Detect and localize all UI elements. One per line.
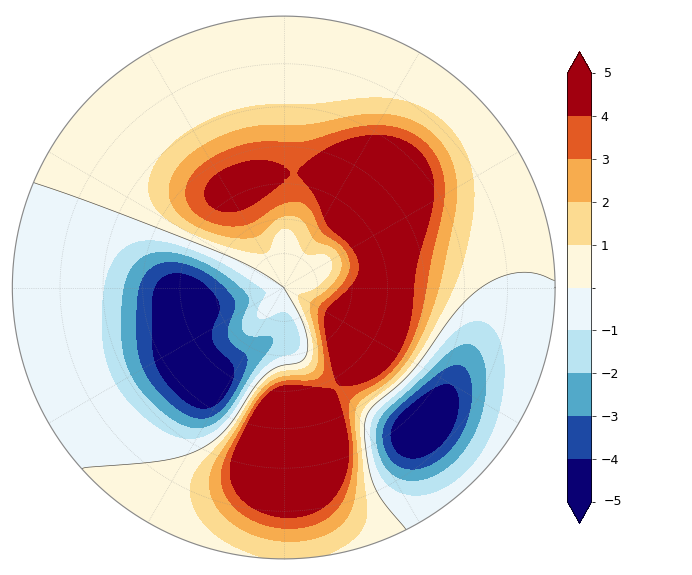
Point bbox=[278, 283, 289, 292]
Point bbox=[278, 283, 289, 292]
Point bbox=[278, 283, 289, 292]
Point bbox=[278, 283, 289, 292]
Point bbox=[278, 283, 289, 292]
Point bbox=[278, 283, 289, 292]
Point bbox=[278, 283, 289, 292]
Circle shape bbox=[12, 16, 555, 559]
PathPatch shape bbox=[567, 52, 592, 73]
Point bbox=[278, 283, 289, 292]
Point bbox=[278, 283, 289, 292]
Point bbox=[278, 283, 289, 292]
Text: −5: −5 bbox=[603, 495, 622, 508]
Text: 5: 5 bbox=[603, 67, 612, 80]
PathPatch shape bbox=[567, 502, 592, 523]
Point bbox=[278, 283, 289, 292]
Point bbox=[278, 283, 289, 292]
Point bbox=[278, 283, 289, 292]
